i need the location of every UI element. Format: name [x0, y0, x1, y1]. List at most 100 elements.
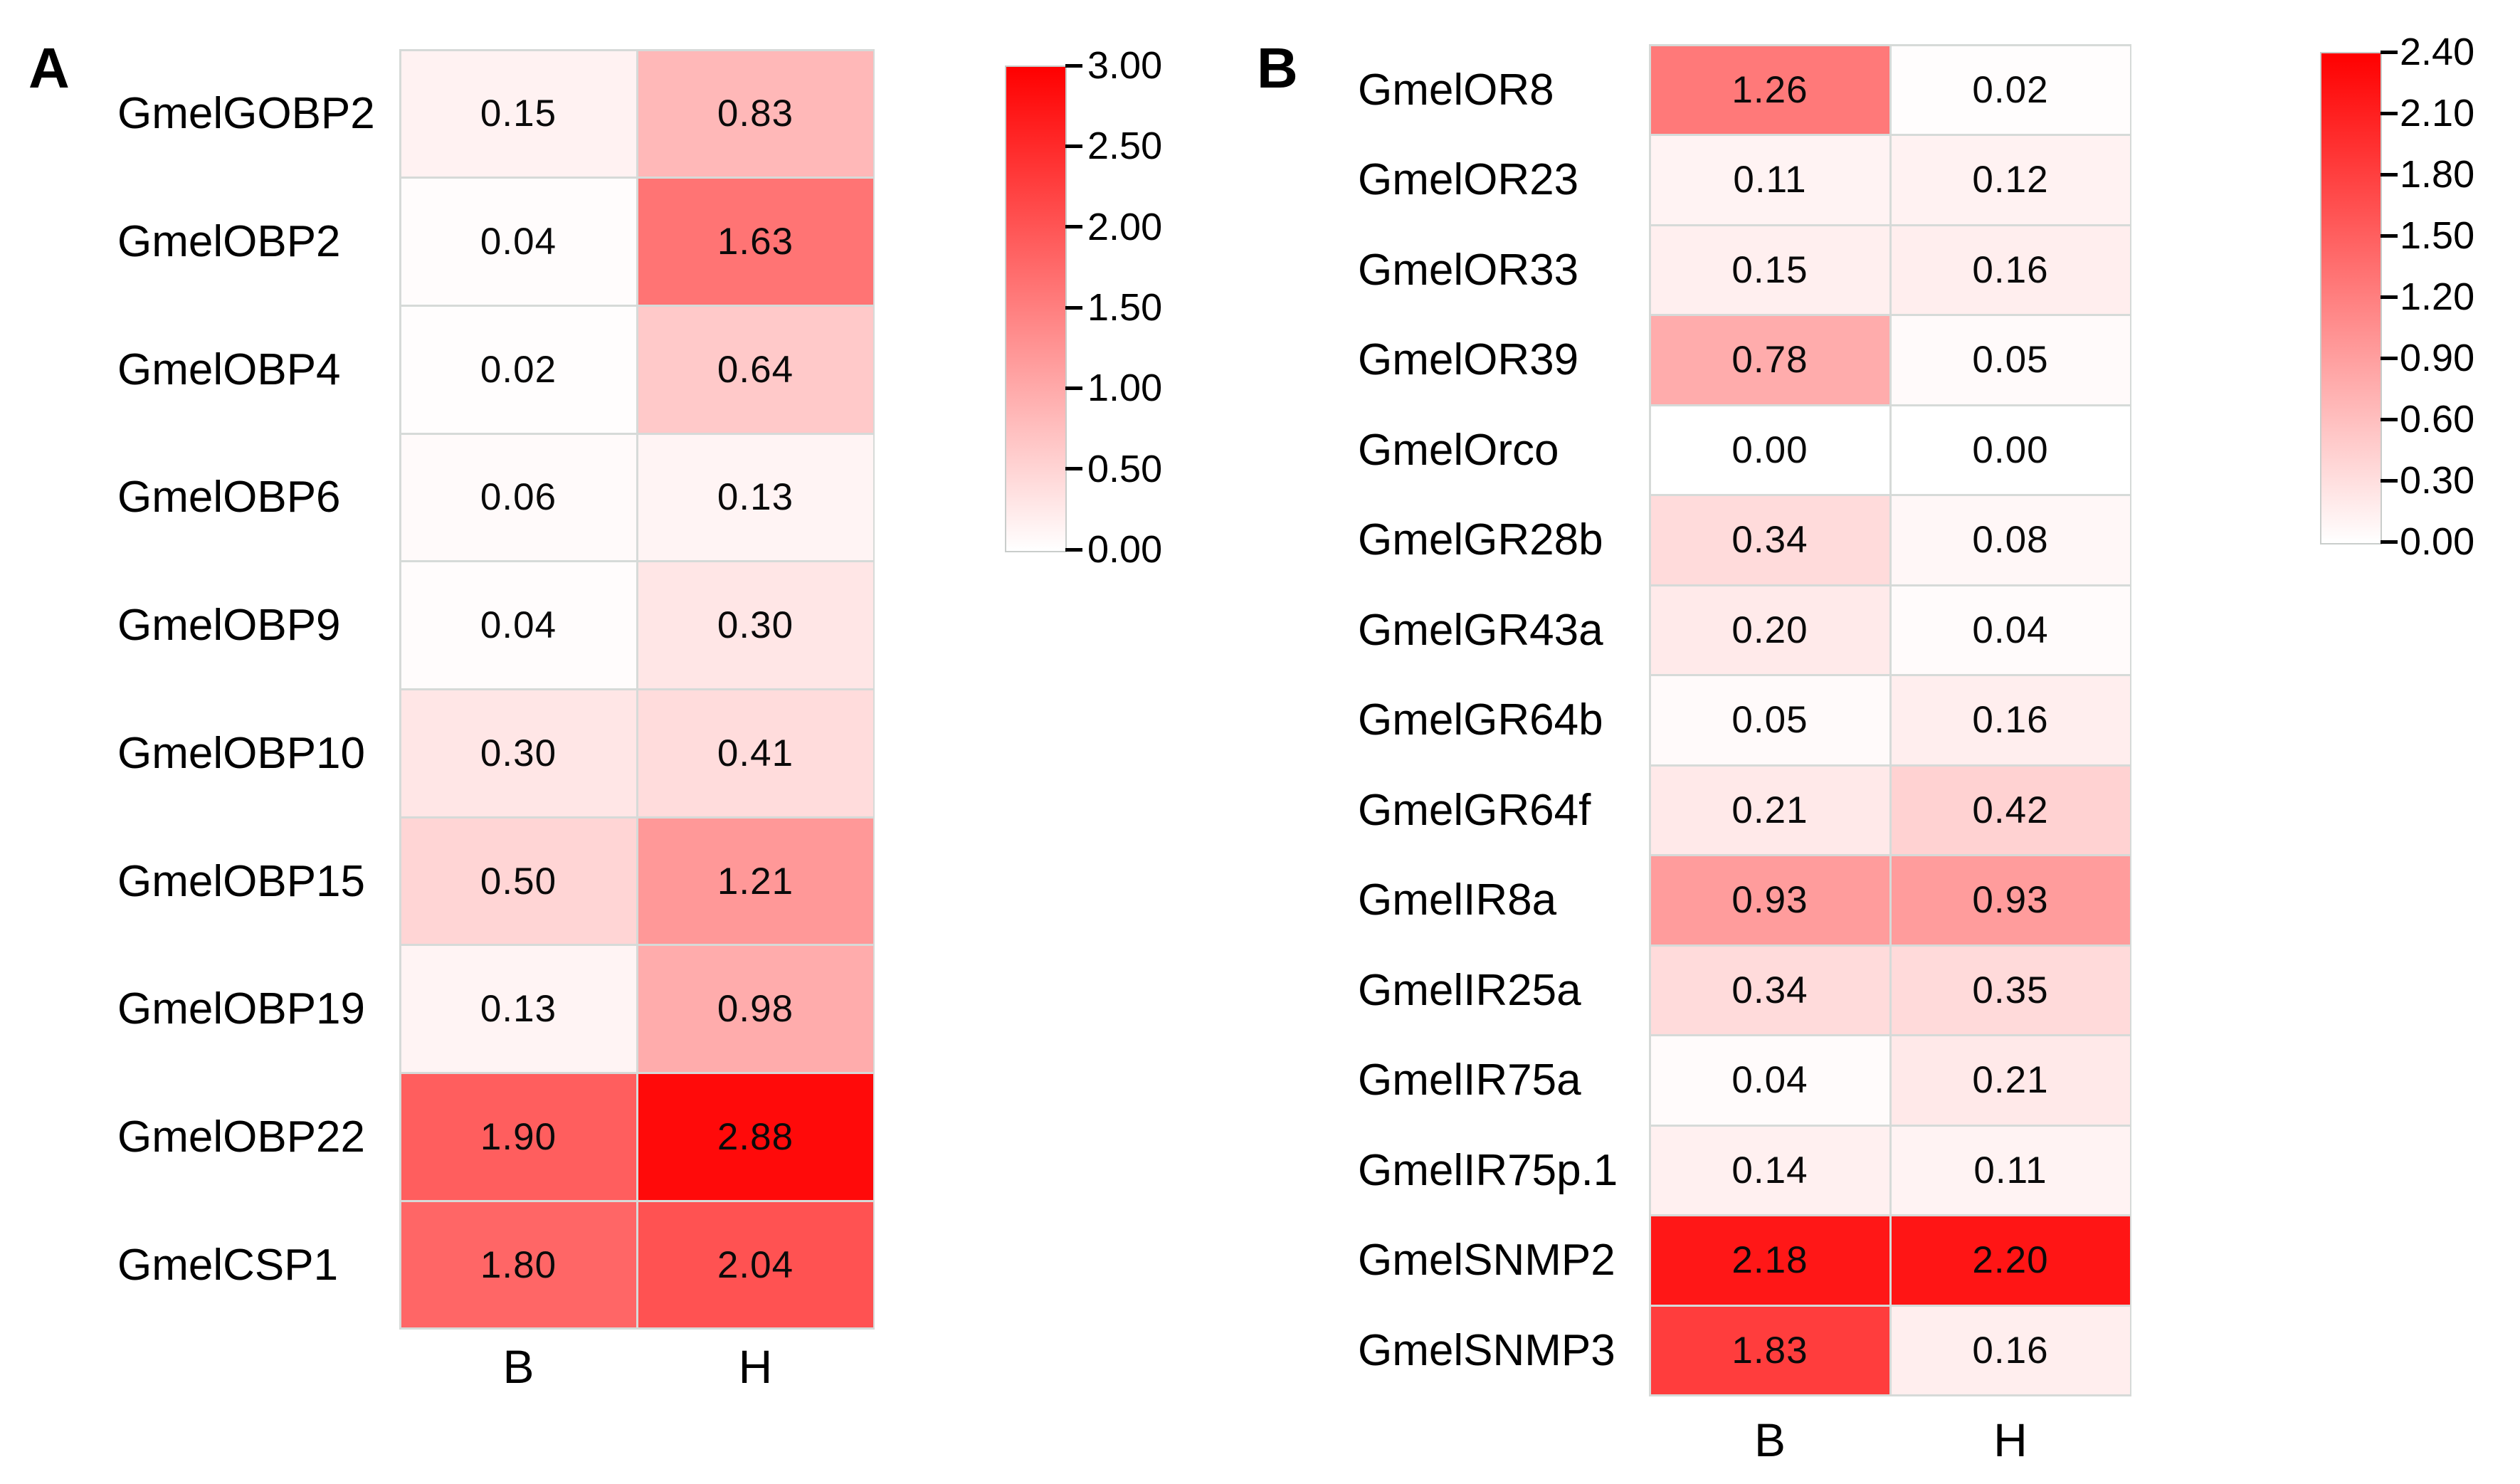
heatmap-cell: 0.16 — [1891, 1306, 2130, 1394]
heatmap-cell: 2.88 — [638, 1074, 873, 1200]
colorbar-tick-label: 0.60 — [2400, 398, 2475, 441]
column-label: H — [738, 1340, 773, 1393]
colorbar-tick-mark — [2381, 233, 2398, 238]
heatmap-cell: 2.04 — [638, 1201, 873, 1328]
cell-value: 0.78 — [1731, 339, 1808, 381]
row-label: GmelOBP10 — [117, 728, 366, 778]
colorbar-tick-mark — [2381, 295, 2398, 299]
row-label: GmelGR64f — [1358, 785, 1591, 835]
heatmap-cell: 0.05 — [1891, 316, 2130, 404]
row-label: GmelGR64b — [1358, 695, 1603, 745]
heatmap-cell: 0.15 — [1650, 226, 1889, 314]
cell-value: 0.13 — [480, 988, 557, 1031]
colorbar-tick-mark — [2381, 417, 2398, 421]
row-label: GmelIR25a — [1358, 965, 1581, 1015]
colorbar-tick-mark — [1065, 547, 1082, 552]
heatmap-cell: 0.83 — [638, 51, 873, 177]
cell-value: 0.02 — [480, 348, 557, 391]
cell-value: 2.18 — [1731, 1239, 1808, 1282]
heatmap-cell: 0.34 — [1650, 496, 1889, 584]
heatmap-cell: 0.21 — [1650, 766, 1889, 854]
row-label: GmelOR33 — [1358, 245, 1579, 295]
heatmap-cell: 2.18 — [1650, 1216, 1889, 1305]
colorbar-tick-label: 1.50 — [1087, 286, 1163, 329]
column-label: B — [1754, 1414, 1786, 1466]
heatmap-cell: 0.20 — [1650, 586, 1889, 674]
colorbar-tick-label: 0.00 — [1087, 528, 1163, 571]
colorbar-tick-mark — [2381, 50, 2398, 54]
cell-value: 0.04 — [480, 604, 557, 647]
colorbar-tick-mark — [2381, 356, 2398, 360]
cell-value: 0.15 — [480, 93, 557, 135]
row-label: GmelGOBP2 — [117, 89, 375, 139]
heatmap-cell: 0.16 — [1891, 676, 2130, 764]
heatmap-cell: 0.41 — [638, 690, 873, 816]
row-label: GmelOBP22 — [117, 1112, 366, 1162]
cell-value: 0.05 — [1972, 339, 2049, 381]
cell-value: 0.04 — [1972, 609, 2049, 651]
cell-value: 0.08 — [1972, 519, 2049, 562]
heatmap-cell: 1.63 — [638, 179, 873, 305]
row-label: GmelSNMP2 — [1358, 1236, 1615, 1285]
colorbar-tick-label: 1.80 — [2400, 153, 2475, 196]
heatmap-cell: 1.90 — [401, 1074, 636, 1200]
heatmap-cell: 0.00 — [1891, 406, 2130, 494]
row-label: GmelOBP2 — [117, 217, 341, 267]
colorbar-tick-label: 2.40 — [2400, 31, 2475, 73]
cell-value: 0.42 — [1972, 789, 2049, 831]
row-label: GmelOBP4 — [117, 344, 341, 394]
cell-value: 1.80 — [480, 1243, 557, 1286]
colorbar-tick-label: 0.00 — [2400, 520, 2475, 563]
cell-value: 0.34 — [1731, 519, 1808, 562]
heatmap-cell: 0.02 — [401, 306, 636, 433]
cell-value: 0.30 — [480, 732, 557, 774]
heatmap-cell: 0.34 — [1650, 946, 1889, 1034]
cell-value: 0.14 — [1731, 1149, 1808, 1191]
cell-value: 0.00 — [1972, 428, 2049, 471]
cell-value: 0.35 — [1972, 969, 2049, 1011]
row-label: GmelOBP6 — [117, 473, 341, 522]
colorbar — [2320, 52, 2382, 544]
colorbar — [1005, 65, 1067, 552]
colorbar-tick-mark — [2381, 540, 2398, 544]
cell-value: 1.90 — [480, 1115, 557, 1158]
row-label: GmelOBP15 — [117, 856, 366, 906]
row-label: GmelIR75a — [1358, 1056, 1581, 1105]
row-label: GmelGR28b — [1358, 515, 1603, 565]
colorbar-tick-mark — [1065, 144, 1082, 148]
cell-value: 0.21 — [1731, 789, 1808, 831]
colorbar-tick-label: 1.00 — [1087, 367, 1163, 410]
heatmap-cell: 0.02 — [1891, 46, 2130, 134]
cell-value: 2.88 — [717, 1115, 794, 1158]
heatmap-cell: 1.26 — [1650, 46, 1889, 134]
heatmap-cell: 0.11 — [1891, 1126, 2130, 1214]
cell-value: 0.93 — [1731, 879, 1808, 922]
heatmap-cell: 0.16 — [1891, 226, 2130, 314]
heatmap-cell: 2.20 — [1891, 1216, 2130, 1305]
colorbar-tick-label: 2.50 — [1087, 125, 1163, 168]
row-label: GmelIR8a — [1358, 875, 1557, 925]
cell-value: 0.11 — [1733, 159, 1807, 201]
row-label: GmelOBP9 — [117, 601, 341, 651]
cell-value: 0.98 — [717, 988, 794, 1031]
colorbar-tick-mark — [2381, 111, 2398, 115]
heatmap-cell: 0.30 — [401, 690, 636, 816]
colorbar-tick-mark — [2381, 478, 2398, 483]
colorbar-tick-mark — [2381, 172, 2398, 177]
cell-value: 2.20 — [1972, 1239, 2049, 1282]
row-label: GmelIR75p.1 — [1358, 1145, 1618, 1195]
colorbar-tick-label: 2.00 — [1087, 205, 1163, 248]
heatmap-cell: 0.04 — [1891, 586, 2130, 674]
heatmap-cell: 0.06 — [401, 434, 636, 561]
cell-value: 0.30 — [717, 604, 794, 647]
cell-value: 0.93 — [1972, 879, 2049, 922]
cell-value: 0.04 — [480, 221, 557, 263]
heatmap-cell: 1.80 — [401, 1201, 636, 1328]
panel-b-letter: B — [1257, 36, 1298, 100]
colorbar-tick-label: 2.10 — [2400, 92, 2475, 135]
column-label: B — [502, 1340, 534, 1393]
heatmap-cell: 1.21 — [638, 818, 873, 944]
heatmap-cell: 0.30 — [638, 562, 873, 688]
cell-value: 0.02 — [1972, 68, 2049, 111]
